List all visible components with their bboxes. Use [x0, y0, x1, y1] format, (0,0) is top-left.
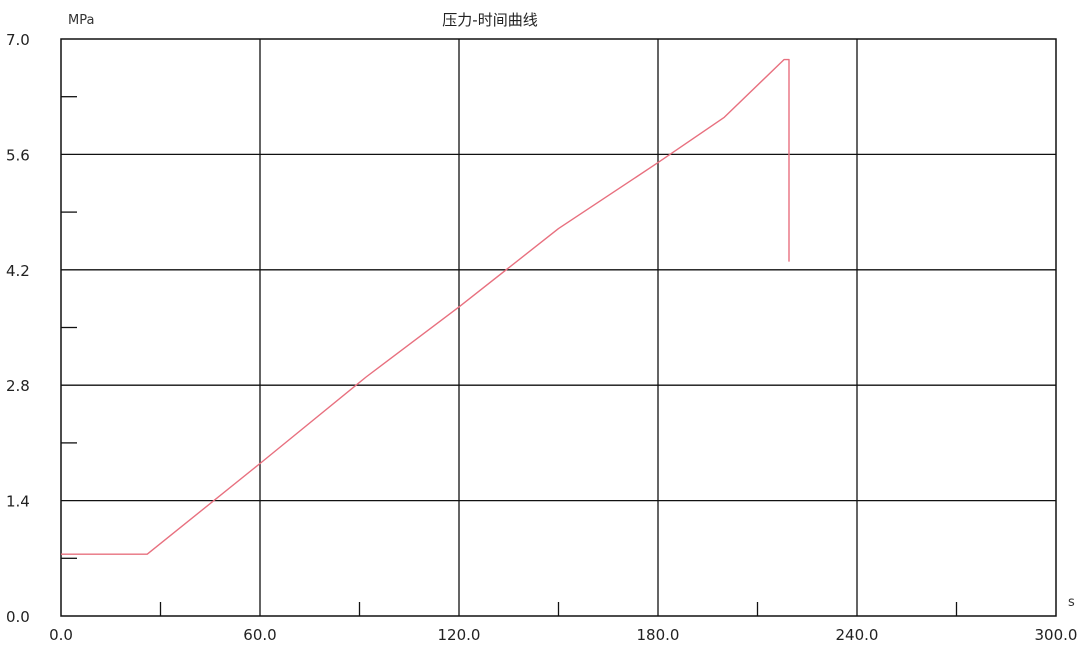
plot-frame — [60, 38, 1057, 617]
y-tick-label: 7.0 — [6, 31, 30, 49]
x-tick-label: 0.0 — [49, 626, 73, 644]
x-tick-label: 60.0 — [243, 626, 276, 644]
y-tick-label: 4.2 — [6, 262, 30, 280]
minor-ticks — [61, 96, 958, 616]
y-axis-tick-labels: 0.0 1.4 2.8 4.2 5.6 7.0 — [6, 31, 30, 626]
y-axis-unit-label: MPa — [68, 13, 94, 28]
x-axis-unit-label: s — [1068, 595, 1075, 610]
x-tick-label: 120.0 — [438, 626, 481, 644]
y-tick-label: 2.8 — [6, 377, 30, 395]
y-tick-label: 0.0 — [6, 608, 30, 626]
x-axis-tick-labels: 0.0 60.0 120.0 180.0 240.0 300.0 — [49, 626, 1077, 644]
y-tick-label: 5.6 — [6, 146, 30, 164]
plot-area — [60, 38, 1057, 617]
y-tick-label: 1.4 — [6, 493, 30, 511]
chart-title: 压力-时间曲线 — [442, 11, 537, 29]
x-tick-label: 300.0 — [1035, 626, 1078, 644]
x-tick-label: 240.0 — [836, 626, 879, 644]
grid-lines — [61, 39, 1056, 616]
pressure-series-line — [61, 58, 790, 555]
series-layer — [61, 58, 790, 555]
x-tick-label: 180.0 — [637, 626, 680, 644]
